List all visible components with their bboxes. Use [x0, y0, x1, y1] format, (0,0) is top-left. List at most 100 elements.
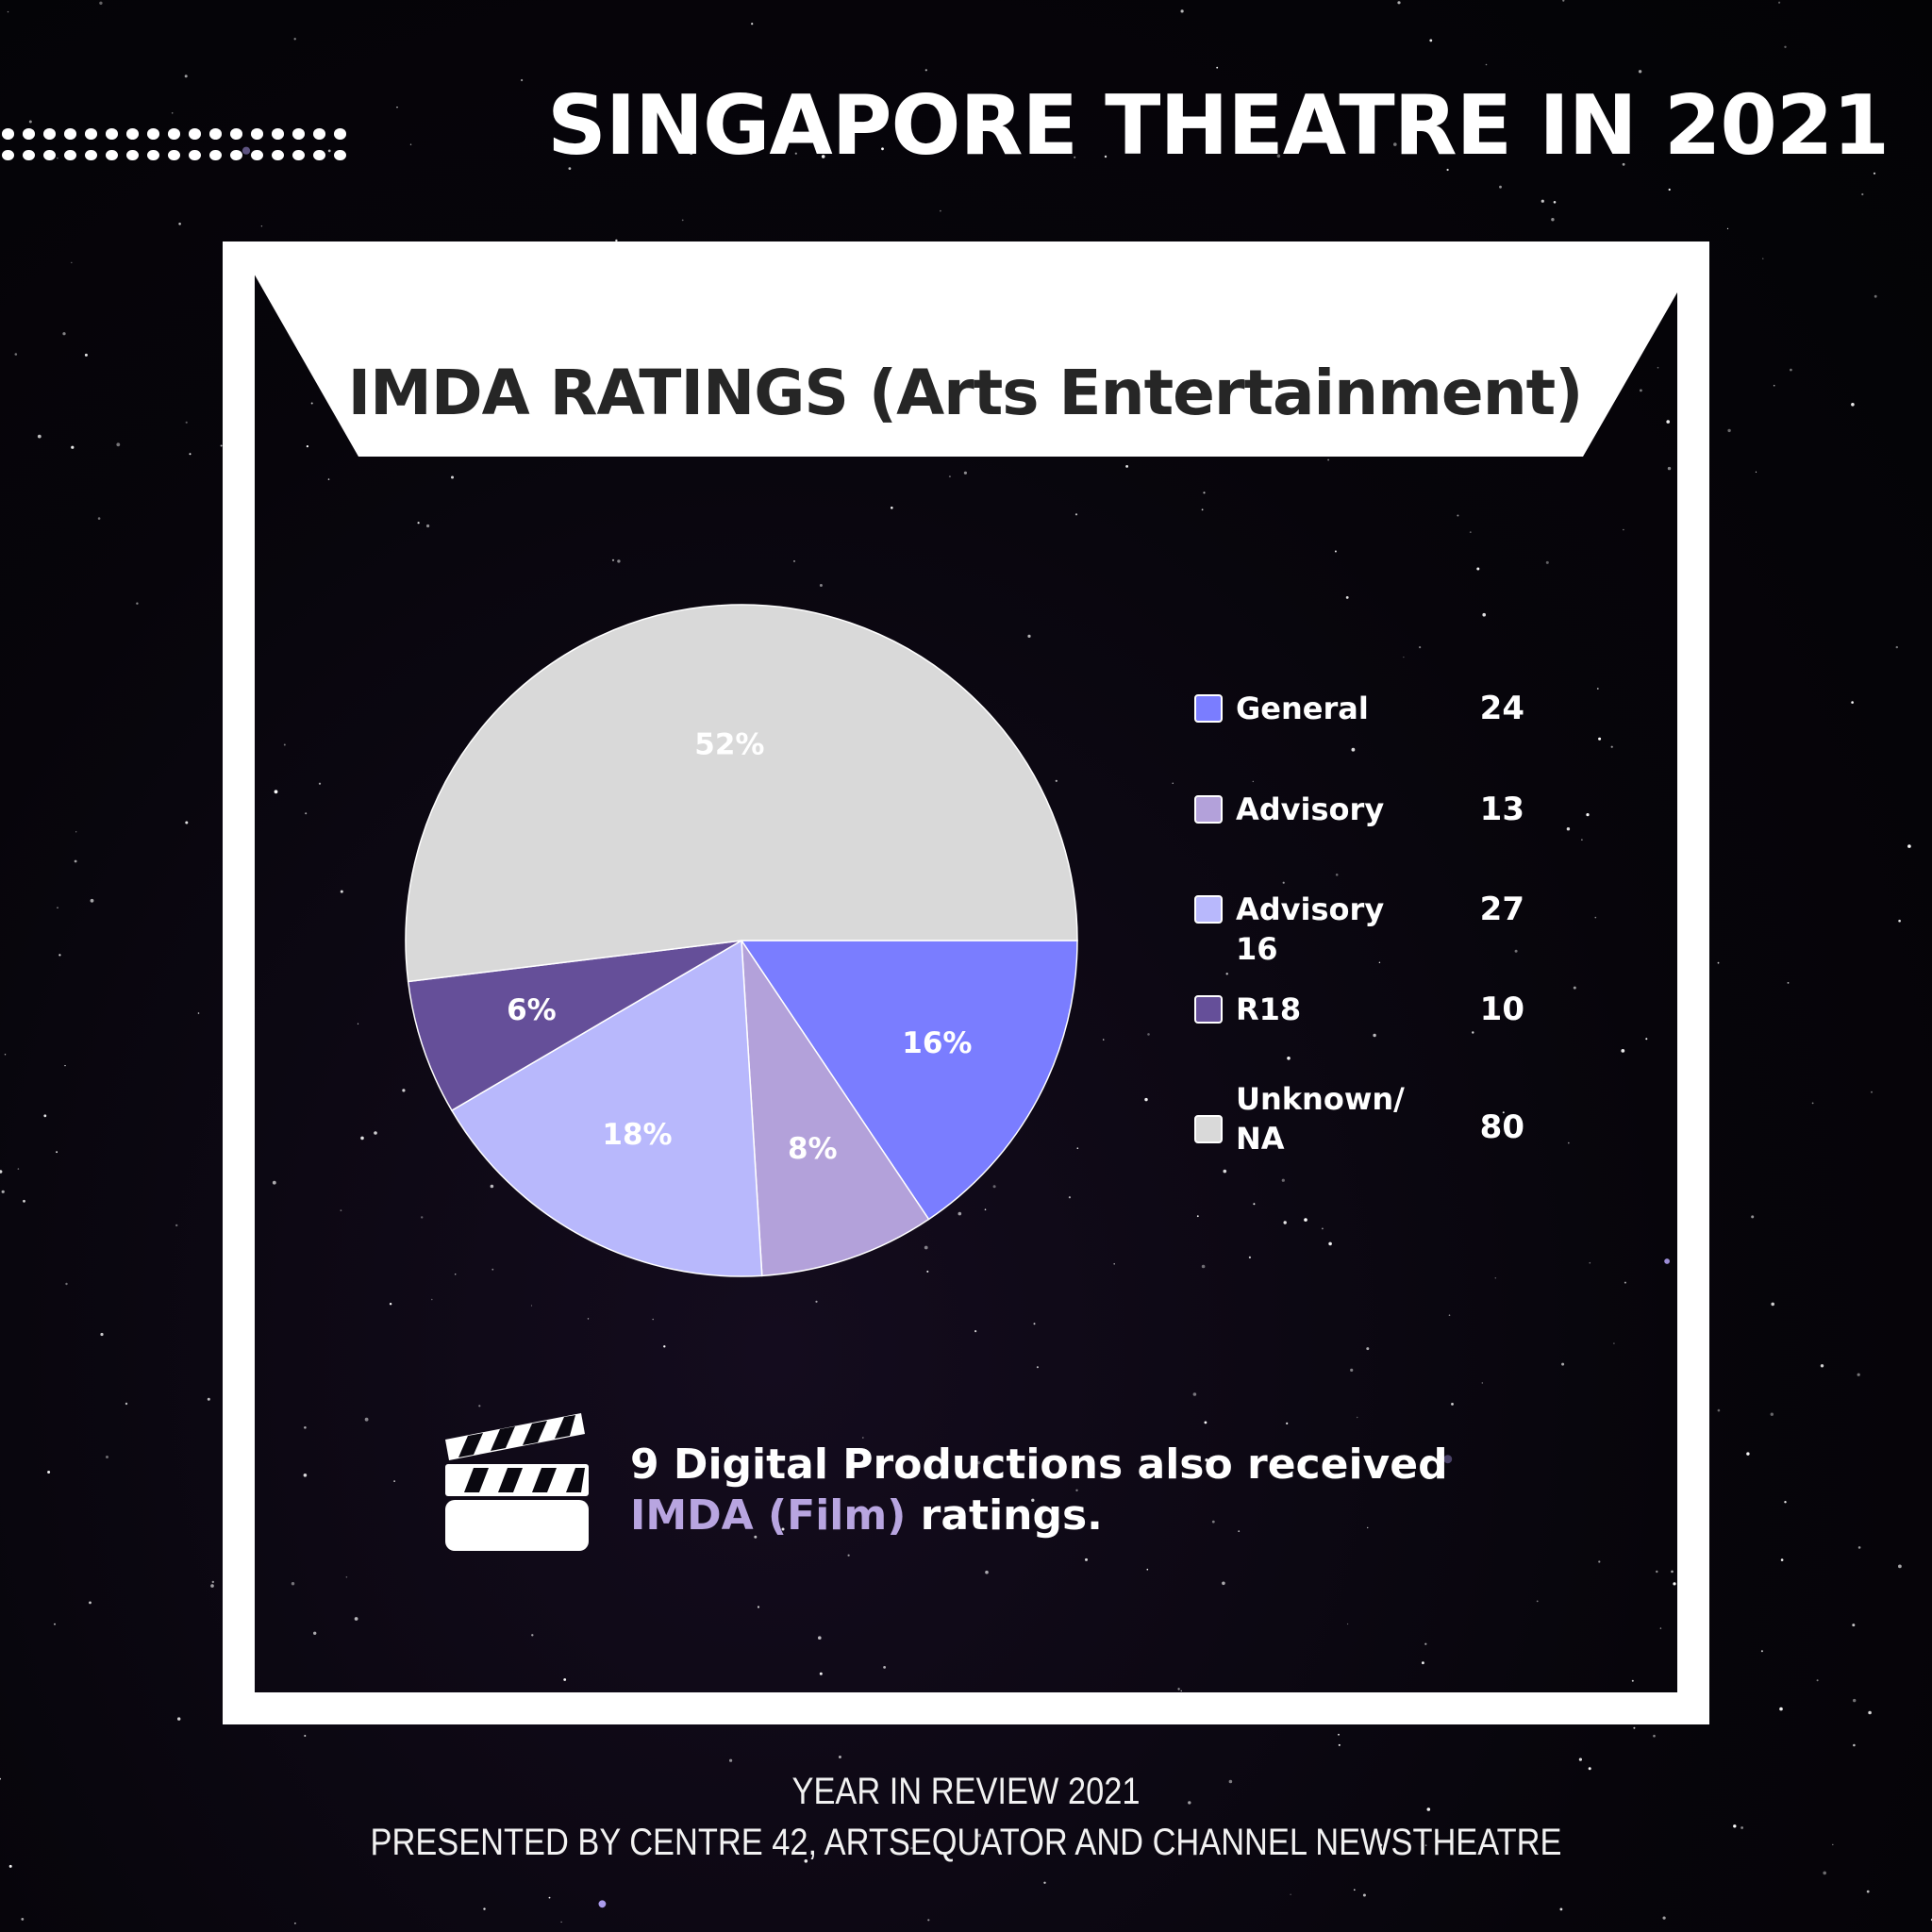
star [861, 1437, 864, 1439]
star [940, 209, 941, 212]
star [1588, 1767, 1591, 1771]
star [396, 107, 398, 108]
decorative-dot-pair [313, 128, 325, 160]
star [910, 1847, 913, 1850]
star [171, 112, 174, 114]
star [1857, 1373, 1860, 1376]
star [1205, 1458, 1208, 1462]
star [1717, 961, 1720, 964]
star [90, 898, 94, 903]
star [426, 524, 430, 528]
star [1031, 1498, 1035, 1503]
star [927, 1919, 930, 1922]
star [1451, 1403, 1454, 1406]
star [294, 1922, 296, 1924]
star [1816, 1679, 1819, 1682]
star [389, 1303, 392, 1306]
star [1446, 168, 1449, 172]
star [568, 167, 572, 171]
star [1502, 1111, 1505, 1114]
star [1907, 844, 1911, 848]
star [211, 1580, 214, 1584]
star [37, 434, 42, 439]
star [757, 1606, 760, 1608]
star [491, 1268, 494, 1271]
star [1853, 1698, 1857, 1703]
star [1287, 1057, 1291, 1060]
star [729, 1758, 733, 1762]
star [838, 1756, 841, 1758]
star [1638, 70, 1642, 74]
star [1621, 1049, 1625, 1053]
star [1751, 1215, 1755, 1219]
star [1589, 1261, 1591, 1264]
star [1790, 368, 1792, 372]
star [306, 445, 308, 448]
star [1426, 1807, 1431, 1811]
star [1851, 701, 1854, 704]
note-text-start: 9 Digital Productions also received [630, 1441, 1448, 1489]
star [531, 1634, 534, 1637]
star [374, 1131, 377, 1135]
star [1811, 1102, 1814, 1105]
star [242, 146, 251, 155]
star [1667, 466, 1672, 471]
star [1286, 1422, 1289, 1424]
star [305, 812, 308, 815]
star [490, 1184, 494, 1189]
star [364, 1417, 369, 1422]
star [1043, 1881, 1046, 1885]
star [71, 261, 73, 264]
star [451, 475, 454, 479]
star [1645, 1038, 1648, 1041]
star [881, 147, 884, 151]
star [1868, 1710, 1872, 1715]
decorative-dot-pair [230, 128, 242, 160]
star [1898, 1564, 1902, 1569]
star [1172, 782, 1174, 784]
legend-swatch [1194, 694, 1223, 723]
star [617, 559, 621, 563]
star [598, 1900, 607, 1908]
star [1481, 1382, 1484, 1384]
star [1362, 1893, 1366, 1897]
legend-item: General 24 [1194, 689, 1524, 745]
star [1659, 1627, 1662, 1629]
star [283, 743, 286, 746]
star [1673, 1582, 1676, 1586]
star [1553, 201, 1557, 204]
footer: YEAR IN REVIEW 2021 PRESENTED BY CENTRE … [135, 1766, 1796, 1868]
star [185, 821, 189, 824]
star [1559, 1907, 1563, 1911]
star [1852, 1624, 1856, 1627]
star [1238, 1530, 1241, 1533]
star [818, 1636, 822, 1640]
star [189, 453, 192, 456]
star [0, 1170, 3, 1174]
star [327, 149, 331, 153]
star [1778, 1, 1781, 4]
star [1113, 1263, 1115, 1265]
star [65, 1282, 68, 1286]
star [1594, 916, 1597, 919]
star [1074, 156, 1076, 158]
star [690, 151, 693, 155]
star [1104, 155, 1108, 158]
star [1085, 1557, 1088, 1561]
star [1653, 1734, 1656, 1738]
star [1815, 113, 1818, 115]
star [1283, 1221, 1287, 1224]
star [1514, 949, 1518, 953]
star [1866, 1890, 1870, 1893]
star [1068, 1196, 1071, 1199]
star [1586, 813, 1590, 817]
star [220, 444, 223, 447]
star [1541, 199, 1544, 203]
star [1397, 1, 1401, 5]
star [1861, 192, 1864, 196]
star [303, 1474, 308, 1477]
star [1180, 9, 1184, 13]
star [1622, 162, 1625, 166]
star [340, 1209, 342, 1211]
pie-slice-unknown-na [405, 604, 1078, 983]
